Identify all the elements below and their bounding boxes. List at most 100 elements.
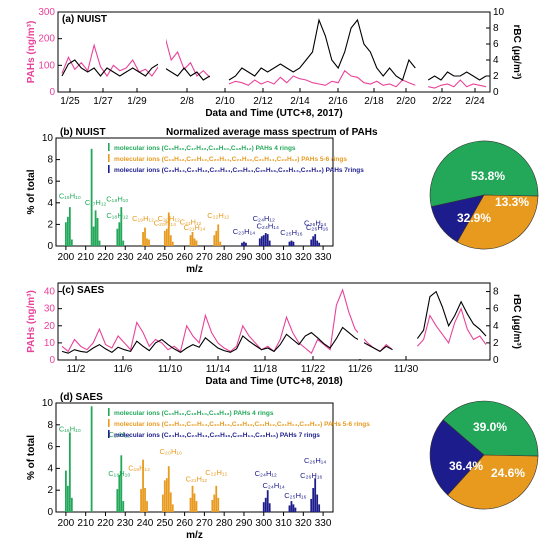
spectrum-bar-m7 <box>262 502 265 512</box>
x-tick-label: 200 <box>58 252 75 263</box>
y-axis-label: % of total <box>26 435 37 480</box>
peak-label: C₂₆H₁₆ <box>306 223 328 232</box>
spectrum-bar-m56 <box>144 227 146 246</box>
x-axis-label: m/z <box>186 264 203 275</box>
panel-title: (d) SAES <box>60 392 103 403</box>
x-tick-label: 280 <box>216 252 233 263</box>
peak-label: C₁₉H₁₂ <box>128 464 150 473</box>
spectrum-bar-m7 <box>243 241 245 246</box>
x-tick-label: 11/2 <box>67 364 86 375</box>
spectrum-bar-m56 <box>146 238 148 246</box>
panel-subtitle: Normalized average mass spectrum of PAHs <box>166 127 378 138</box>
spectrum-bar-m7 <box>316 494 319 512</box>
peak-label: C₂₄H₁₄ <box>257 222 279 231</box>
y-tick-label-right: 2 <box>493 71 499 82</box>
y-tick-label-left: 20 <box>44 321 56 332</box>
spectrum-bar-m7 <box>312 488 315 512</box>
x-tick-label: 310 <box>275 518 292 529</box>
spectrum-bar-m56 <box>189 497 192 512</box>
pie-slice-label: 13.3% <box>495 195 529 209</box>
spectrum-bar-m56 <box>191 231 194 246</box>
peak-label: C₂₄H₁₂ <box>253 214 275 223</box>
x-tick-label: 220 <box>97 252 114 263</box>
spectrum-bar-m4 <box>66 485 69 512</box>
pie-slice-label: 53.8% <box>471 169 505 183</box>
y-axis-label: % of total <box>26 169 37 214</box>
y-tick-label: 6 <box>47 442 53 453</box>
spectrum-bar-m56 <box>146 501 148 512</box>
spectrum-bar-m4 <box>120 455 123 512</box>
spectrum-bar-m56 <box>189 235 192 246</box>
spectrum-bar-m4 <box>68 207 71 246</box>
spectrum-bar-m4 <box>118 474 121 512</box>
x-tick-label: 1/29 <box>127 96 147 107</box>
y-tick-label-right: 4 <box>493 321 499 332</box>
spectrum-bar-m7 <box>316 240 319 246</box>
spectrum-bar-m4 <box>122 240 125 246</box>
legend-swatch-m4 <box>108 143 110 151</box>
legend-entry: molecular ions (C₂₀H₁₂,C₂₀H₁₄,C₂₀H₁₆,C₂₀… <box>114 421 370 428</box>
x-tick-label: 1/25 <box>60 96 80 107</box>
x-tick-label: 11/30 <box>394 364 419 375</box>
y-tick-label-right: 8 <box>493 287 499 298</box>
x-axis-label: Data and Time (UTC+8, 2018) <box>205 376 342 387</box>
y-tick-label: 10 <box>42 133 54 144</box>
y-tick-label-left: 40 <box>44 287 56 298</box>
x-tick-label: 260 <box>176 252 193 263</box>
spectrum-bar-m56 <box>142 459 144 512</box>
peak-label: C₂₀H₁₀ <box>160 447 183 456</box>
panel-b: 0 2 4 6 8 10 200 210 220 230 240 250 260 270 280 290 300… <box>26 127 378 275</box>
y-tick-label: 6 <box>47 176 53 187</box>
peak-label: C₂₂H₁₂ <box>207 211 229 220</box>
y-tick-label: 8 <box>47 155 53 166</box>
y-tick-label: 0 <box>47 507 53 518</box>
x-tick-label: 230 <box>117 518 134 529</box>
legend-entry: molecular ions (C₁₉H₁₂,C₂₀H₁₂,C₂₀H₁₄,C₂₁… <box>114 156 347 163</box>
peak-label: C₂₅H₁₆ <box>280 228 302 237</box>
peak-label: C₂₀H₁₂ <box>158 214 180 223</box>
y-tick-label-left: 30 <box>44 304 56 315</box>
y-tick-label: 8 <box>47 420 53 431</box>
legend-swatch-m7 <box>108 430 110 438</box>
y-axis-label-right: rBC (μg/m³) <box>511 25 522 80</box>
y-axis-label-left: PAHs (ng/m³) <box>26 21 37 84</box>
spectrum-bar-m4 <box>70 239 73 246</box>
spectrum-bar-m56 <box>167 212 170 246</box>
legend-swatch-m7 <box>108 165 110 173</box>
x-tick-label: 240 <box>137 518 154 529</box>
x-tick-label: 260 <box>176 518 193 529</box>
x-tick-label: 11/22 <box>301 364 326 375</box>
peak-label: C₂₁H₁₂ <box>186 474 208 483</box>
x-tick-label: 2/24 <box>465 96 485 107</box>
spectrum-bar-m4 <box>116 228 119 246</box>
x-tick-label: 220 <box>97 518 114 529</box>
x-tick-label: 2/10 <box>215 96 235 107</box>
x-tick-label: 2/16 <box>328 96 348 107</box>
spectrum-bar-m4 <box>116 489 119 512</box>
spectrum-bar-m56 <box>195 240 198 246</box>
pie-slice-label: 24.6% <box>491 466 525 480</box>
legend-swatch-m56 <box>108 419 110 427</box>
plot-frame <box>57 11 491 93</box>
peak-label: C₂₁H₁₄ <box>184 223 206 232</box>
spectrum-bar-m7 <box>264 233 267 246</box>
spectrum-bar-m4 <box>120 207 123 246</box>
peak-label: C₁₉H₁₂ <box>132 214 154 223</box>
x-tick-label: 300 <box>255 252 272 263</box>
spectrum-bar-m7 <box>290 240 293 246</box>
spectrum-bar-m7 <box>264 497 267 512</box>
spectrum-bar-m7 <box>262 235 265 246</box>
peak-label: C₂₀H₁₄ <box>154 218 176 227</box>
spectrum-bar-m7 <box>312 236 315 246</box>
x-tick-label: 11/6 <box>114 364 133 375</box>
spectrum-bar-m4 <box>92 226 95 246</box>
peak-label: C₂₃H₁₄ <box>233 227 255 236</box>
x-tick-label: 11/10 <box>158 364 183 375</box>
peak-label: C₁₈H₁₂ <box>106 211 128 220</box>
y-tick-label-right: 10 <box>493 7 505 18</box>
spectrum-bar-m7 <box>294 507 297 512</box>
x-tick-label: 330 <box>315 252 332 263</box>
peak-label: C₁₇H₁₂ <box>85 198 106 207</box>
x-tick-label: 250 <box>156 518 173 529</box>
legend-swatch-m56 <box>108 154 110 162</box>
